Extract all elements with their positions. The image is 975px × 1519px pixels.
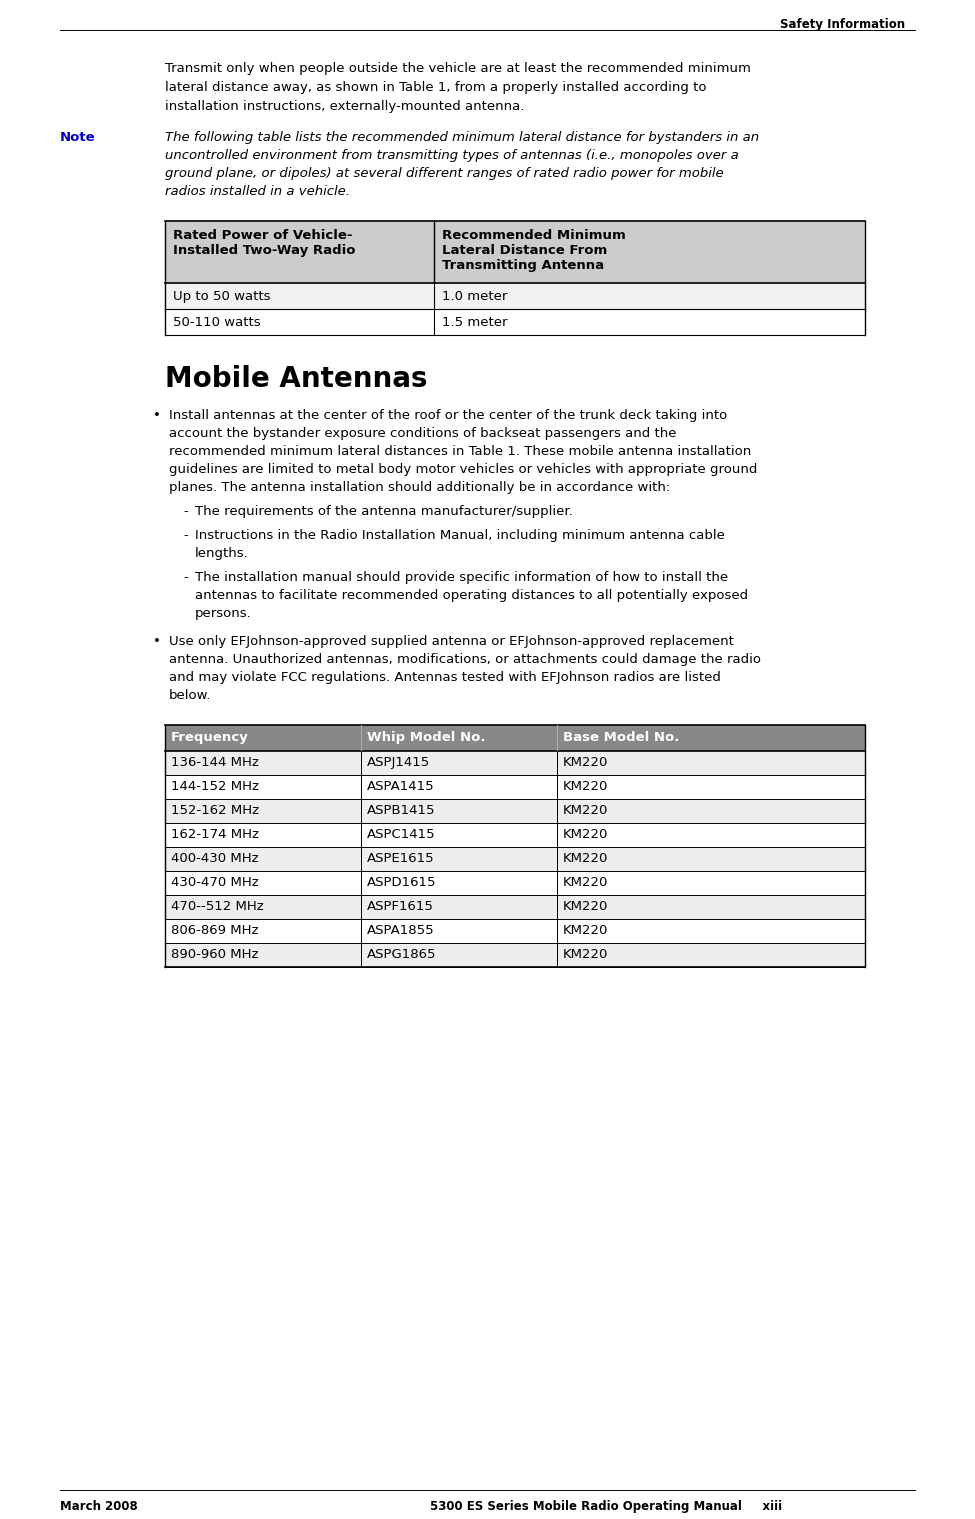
Text: 5300 ES Series Mobile Radio Operating Manual     xiii: 5300 ES Series Mobile Radio Operating Ma… (430, 1499, 782, 1513)
Text: The requirements of the antenna manufacturer/supplier.: The requirements of the antenna manufact… (195, 504, 572, 518)
Text: ASPA1415: ASPA1415 (367, 779, 435, 793)
Text: 430-470 MHz: 430-470 MHz (171, 876, 258, 889)
Text: Recommended Minimum
Lateral Distance From
Transmitting Antenna: Recommended Minimum Lateral Distance Fro… (442, 229, 626, 272)
Text: -: - (183, 571, 188, 583)
Text: ASPE1615: ASPE1615 (367, 852, 435, 864)
Text: 890-960 MHz: 890-960 MHz (171, 948, 258, 962)
Text: KM220: KM220 (563, 804, 608, 817)
Bar (165, 799, 865, 823)
Text: 152-162 MHz: 152-162 MHz (171, 804, 259, 817)
Text: Note: Note (60, 131, 96, 144)
Text: •: • (153, 409, 161, 422)
Text: KM220: KM220 (563, 876, 608, 889)
Text: KM220: KM220 (563, 924, 608, 937)
Text: Base Model No.: Base Model No. (563, 731, 680, 744)
Text: 470--512 MHz: 470--512 MHz (171, 899, 264, 913)
Text: -: - (183, 529, 188, 542)
Text: Rated Power of Vehicle-
Installed Two-Way Radio: Rated Power of Vehicle- Installed Two-Wa… (173, 229, 356, 257)
Text: The following table lists the recommended minimum lateral distance for bystander: The following table lists the recommende… (165, 131, 760, 144)
Text: antennas to facilitate recommended operating distances to all potentially expose: antennas to facilitate recommended opera… (195, 589, 748, 602)
Bar (165, 283, 865, 308)
Text: uncontrolled environment from transmitting types of antennas (i.e., monopoles ov: uncontrolled environment from transmitti… (165, 149, 739, 163)
Text: installation instructions, externally-mounted antenna.: installation instructions, externally-mo… (165, 100, 525, 112)
Text: KM220: KM220 (563, 852, 608, 864)
Text: KM220: KM220 (563, 779, 608, 793)
Text: recommended minimum lateral distances in Table 1. These mobile antenna installat: recommended minimum lateral distances in… (169, 445, 752, 459)
Text: lengths.: lengths. (195, 547, 249, 561)
Text: March 2008: March 2008 (60, 1499, 137, 1513)
Text: ASPJ1415: ASPJ1415 (367, 756, 430, 769)
Text: 806-869 MHz: 806-869 MHz (171, 924, 258, 937)
Bar (165, 220, 865, 283)
Bar (165, 750, 865, 775)
Bar (165, 895, 865, 919)
Text: and may violate FCC regulations. Antennas tested with EFJohnson radios are liste: and may violate FCC regulations. Antenna… (169, 671, 721, 684)
Text: planes. The antenna installation should additionally be in accordance with:: planes. The antenna installation should … (169, 482, 670, 494)
Text: ground plane, or dipoles) at several different ranges of rated radio power for m: ground plane, or dipoles) at several dif… (165, 167, 723, 179)
Text: Frequency: Frequency (171, 731, 249, 744)
Text: -: - (183, 504, 188, 518)
Text: 50-110 watts: 50-110 watts (173, 316, 260, 330)
Text: guidelines are limited to metal body motor vehicles or vehicles with appropriate: guidelines are limited to metal body mot… (169, 463, 758, 475)
Text: ASPF1615: ASPF1615 (367, 899, 434, 913)
Text: below.: below. (169, 690, 212, 702)
Text: antenna. Unauthorized antennas, modifications, or attachments could damage the r: antenna. Unauthorized antennas, modifica… (169, 653, 761, 665)
Text: Mobile Antennas: Mobile Antennas (165, 365, 427, 393)
Text: Install antennas at the center of the roof or the center of the trunk deck takin: Install antennas at the center of the ro… (169, 409, 727, 422)
Text: The installation manual should provide specific information of how to install th: The installation manual should provide s… (195, 571, 728, 583)
Text: •: • (153, 635, 161, 649)
Text: 1.0 meter: 1.0 meter (442, 290, 507, 302)
Text: ASPC1415: ASPC1415 (367, 828, 436, 842)
Text: 136-144 MHz: 136-144 MHz (171, 756, 259, 769)
Text: Whip Model No.: Whip Model No. (367, 731, 486, 744)
Text: 1.5 meter: 1.5 meter (442, 316, 508, 330)
Text: Instructions in the Radio Installation Manual, including minimum antenna cable: Instructions in the Radio Installation M… (195, 529, 724, 542)
Text: Use only EFJohnson-approved supplied antenna or EFJohnson-approved replacement: Use only EFJohnson-approved supplied ant… (169, 635, 734, 649)
Text: Safety Information: Safety Information (780, 18, 905, 30)
Bar (165, 725, 865, 750)
Text: KM220: KM220 (563, 756, 608, 769)
Text: KM220: KM220 (563, 899, 608, 913)
Text: KM220: KM220 (563, 828, 608, 842)
Text: account the bystander exposure conditions of backseat passengers and the: account the bystander exposure condition… (169, 427, 677, 441)
Text: KM220: KM220 (563, 948, 608, 962)
Text: 400-430 MHz: 400-430 MHz (171, 852, 258, 864)
Bar (165, 943, 865, 968)
Text: 162-174 MHz: 162-174 MHz (171, 828, 259, 842)
Text: ASPB1415: ASPB1415 (367, 804, 436, 817)
Text: lateral distance away, as shown in Table 1, from a properly installed according : lateral distance away, as shown in Table… (165, 81, 707, 94)
Text: ASPD1615: ASPD1615 (367, 876, 437, 889)
Text: 144-152 MHz: 144-152 MHz (171, 779, 259, 793)
Text: Transmit only when people outside the vehicle are at least the recommended minim: Transmit only when people outside the ve… (165, 62, 751, 74)
Text: radios installed in a vehicle.: radios installed in a vehicle. (165, 185, 350, 197)
Text: ASPG1865: ASPG1865 (367, 948, 437, 962)
Text: persons.: persons. (195, 608, 252, 620)
Text: ASPA1855: ASPA1855 (367, 924, 435, 937)
Text: Up to 50 watts: Up to 50 watts (173, 290, 270, 302)
Bar (165, 848, 865, 870)
